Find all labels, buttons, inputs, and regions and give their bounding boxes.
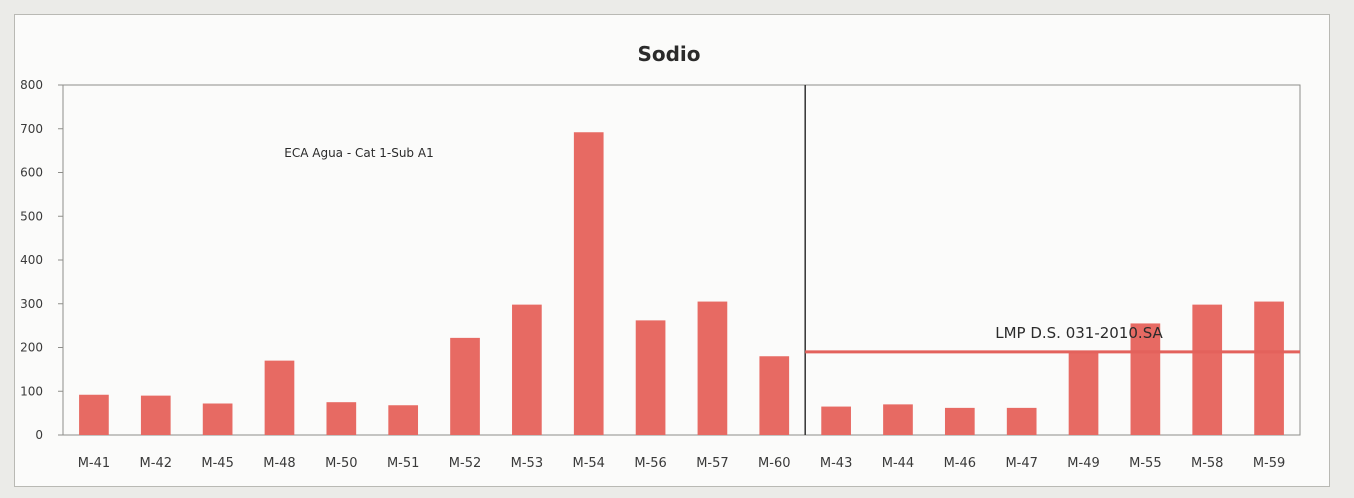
- x-tick-label: M-41: [78, 456, 110, 471]
- chart-frame: Sodio 0 100 200 300 400 500 600 700 800 M-41 M-42 M…: [14, 14, 1330, 487]
- bar-m-46: [944, 407, 975, 435]
- x-tick-label: M-43: [820, 456, 852, 471]
- bar-m-52: [450, 337, 480, 435]
- x-tick-label: M-49: [1067, 456, 1099, 471]
- bar-m-49: [1068, 352, 1099, 435]
- x-tick-label: M-48: [263, 456, 295, 471]
- bar-m-48: [264, 360, 295, 435]
- bar-m-51: [388, 405, 419, 435]
- y-tick-label: 300: [20, 297, 43, 311]
- sodio-bar-chart: Sodio 0 100 200 300 400 500 600 700 800 M-41 M-42 M…: [20, 42, 1301, 471]
- bar-m-41: [79, 394, 109, 435]
- bar-m-60: [759, 356, 790, 435]
- plot-border: [62, 84, 1301, 436]
- bar-m-45: [202, 403, 233, 435]
- y-tick-label: 600: [20, 166, 43, 180]
- x-tick-label: M-60: [758, 456, 790, 471]
- x-tick-label: M-55: [1129, 456, 1161, 471]
- x-tick-label: M-42: [140, 456, 172, 471]
- y-tick-label: 400: [20, 253, 43, 267]
- x-tick-label: M-59: [1253, 456, 1285, 471]
- y-tick-label: 100: [20, 384, 43, 398]
- x-tick-label: M-53: [511, 456, 543, 471]
- x-tick-label: M-44: [882, 456, 914, 471]
- eca-annotation: ECA Agua - Cat 1-Sub A1: [284, 146, 433, 160]
- y-tick-label: 700: [20, 122, 43, 136]
- bar-m-47: [1006, 407, 1037, 435]
- lmp-label: LMP D.S. 031-2010.SA: [995, 324, 1163, 342]
- bar-m-53: [512, 304, 542, 435]
- y-tick-label: 500: [20, 209, 43, 223]
- bar-m-59: [1254, 301, 1284, 435]
- x-tick-label: M-58: [1191, 456, 1223, 471]
- bar-m-55: [1130, 323, 1161, 435]
- bar-m-58: [1192, 304, 1223, 435]
- x-tick-label: M-45: [201, 456, 233, 471]
- bar-m-43: [821, 406, 851, 435]
- x-tick-label: M-51: [387, 456, 419, 471]
- x-tick-label: M-52: [449, 456, 481, 471]
- chart-title: Sodio: [637, 42, 700, 66]
- x-tick-label: M-57: [696, 456, 728, 471]
- x-tick-label: M-46: [944, 456, 976, 471]
- x-tick-label: M-47: [1005, 456, 1037, 471]
- y-tick-label: 200: [20, 341, 43, 355]
- bar-m-57: [697, 301, 728, 435]
- x-tick-label: M-54: [572, 456, 604, 471]
- bar-m-42: [140, 395, 171, 435]
- y-tick-label: 800: [20, 78, 43, 92]
- bar-m-50: [326, 402, 357, 435]
- plot-area: 0 100 200 300 400 500 600 700 800 M-41 M-42 M-45 M-4…: [20, 78, 1301, 471]
- bar-m-54: [573, 132, 604, 435]
- x-tick-label: M-56: [634, 456, 666, 471]
- bar-m-44: [883, 404, 913, 435]
- x-tick-label: M-50: [325, 456, 357, 471]
- y-tick-label: 0: [35, 428, 43, 442]
- bar-m-56: [635, 320, 666, 435]
